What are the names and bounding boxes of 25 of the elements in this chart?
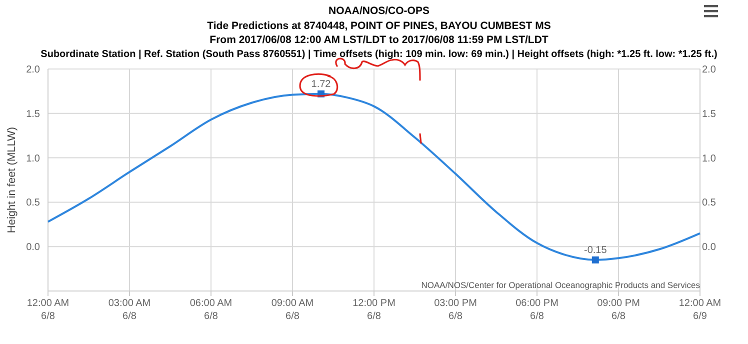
y2-tick-label: 0.5 — [702, 198, 716, 209]
x-tick-label: 09:00 PM 6/8 — [597, 298, 640, 322]
y2-tick-label: 1.0 — [702, 153, 716, 164]
y-tick-label: 0.5 — [26, 198, 40, 209]
y-tick-label: 2.0 — [26, 64, 40, 76]
y2-tick-label: 0.0 — [702, 242, 716, 254]
x-tick-label: 12:00 PM 6/8 — [352, 298, 396, 322]
x-tick-label: 03:00 PM 6/8 — [434, 298, 477, 322]
y-tick-label: 1.0 — [26, 153, 40, 164]
chart-title: NOAA/NOS/CO-OPS — [328, 5, 430, 17]
x-tick-label: 06:00 AM 6/8 — [190, 298, 232, 322]
x-tick-label: 03:00 AM 6/8 — [108, 298, 151, 322]
x-tick-label: 09:00 AM 6/8 — [271, 298, 314, 322]
y-tick-label: 1.5 — [26, 108, 40, 120]
y-axis-title: Height in feet (MLLW) — [6, 126, 18, 234]
data-label: -0.15 — [584, 244, 608, 256]
x-tick-label: 06:00 PM 6/8 — [516, 298, 558, 322]
chart-subtitle: Tide Predictions at 8740448, POINT OF PINES, BAYOU CUMBEST MS From 2017/06/08 12:00 AM LST/LDT to 2017/06/08 11:59 PM LST/LDT Subordinate Station | Ref. Station (South Pass 8760551) | Time offsets (high: 109 min. low: 69 min.) | Height offsets (high: *1.25 ft. low: *1.25 ft.) — [40, 20, 718, 60]
y2-tick-label: 2.0 — [702, 64, 716, 76]
x-tick-label: 12:00 AM 6/9 — [678, 298, 722, 322]
x-tick-label: 12:00 AM 6/8 — [26, 298, 70, 322]
y-tick-label: 0.0 — [26, 242, 40, 254]
data-label: 1.72 — [311, 78, 332, 90]
y2-tick-label: 1.5 — [702, 108, 716, 120]
annotation: NOAA/NOS/Center for Operational Oceanographic Products and Services — [421, 280, 700, 290]
